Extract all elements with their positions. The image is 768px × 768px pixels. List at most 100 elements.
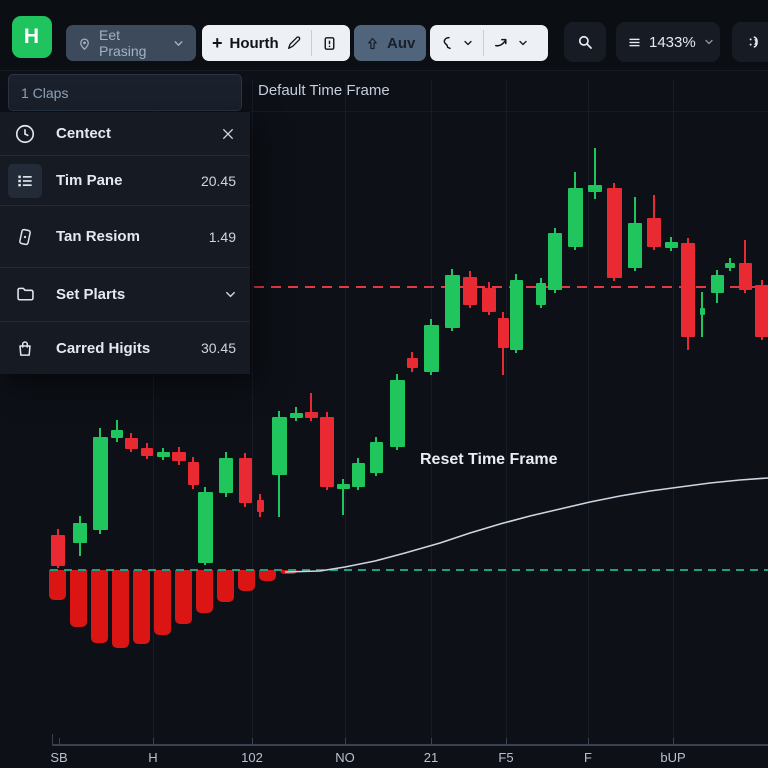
- search-button[interactable]: [564, 22, 606, 62]
- candlestick: [336, 484, 350, 489]
- histogram-bar: [48, 570, 66, 600]
- item-value: 20.45: [200, 172, 236, 189]
- candlestick: [289, 413, 303, 418]
- gridline: [252, 79, 253, 744]
- sound-button[interactable]: [732, 22, 768, 62]
- folder-icon: [8, 278, 42, 312]
- histogram-bar: [153, 570, 171, 635]
- candlestick: [710, 275, 724, 293]
- axis-tick: [252, 738, 253, 744]
- histogram-bar: [90, 570, 108, 643]
- histogram-bar: [258, 570, 276, 581]
- symbol-label: Eet Prasing: [99, 27, 147, 59]
- gridline: [506, 79, 507, 744]
- candle-wick: [594, 148, 596, 199]
- app-logo[interactable]: H: [12, 16, 52, 58]
- candlestick: [423, 325, 439, 372]
- x-axis-label: F: [584, 750, 592, 765]
- zoom-value: 1433%: [649, 33, 696, 51]
- axis-tick: [506, 738, 507, 744]
- teal-dashed-baseline[interactable]: [50, 569, 768, 571]
- candlestick: [351, 463, 365, 487]
- candlestick: [369, 442, 383, 473]
- candlestick: [156, 452, 170, 457]
- item-label: Tan Resiom: [56, 228, 140, 245]
- panel-item-set-plarts[interactable]: Set Plarts: [0, 268, 250, 322]
- x-axis-line: [52, 744, 768, 746]
- candlestick: [389, 380, 405, 447]
- trend-arrow-icon[interactable]: [493, 35, 510, 52]
- item-label: Tim Pane: [56, 172, 123, 189]
- candlestick: [187, 462, 199, 485]
- candlestick: [111, 430, 123, 438]
- interval-button-group: + Hourth: [202, 25, 350, 61]
- candlestick: [463, 277, 477, 305]
- reset-time-frame-label[interactable]: Reset Time Frame: [420, 451, 558, 468]
- x-axis-label: 102: [241, 750, 263, 765]
- zoom-control[interactable]: 1433%: [616, 22, 720, 62]
- item-value: 30.45: [200, 340, 236, 356]
- candlestick: [124, 438, 138, 449]
- candlestick: [497, 318, 509, 348]
- chevron-down-icon[interactable]: [462, 37, 474, 49]
- pen-icon[interactable]: [286, 35, 302, 51]
- histogram-bar: [69, 570, 87, 627]
- panel-item-tim-pane[interactable]: Tim Pane 20.45: [0, 156, 250, 206]
- panel-item-tan-resiom[interactable]: Tan Resiom 1.49: [0, 206, 250, 268]
- candlestick: [664, 242, 678, 248]
- candle-wick: [342, 479, 344, 515]
- candlestick: [699, 308, 705, 315]
- x-axis-label: NO: [335, 750, 355, 765]
- x-axis-label: F5: [498, 750, 514, 765]
- x-axis-label: SB: [50, 750, 68, 765]
- histogram-bar: [174, 570, 192, 624]
- candlestick: [628, 223, 642, 268]
- panel-item-carred-higits[interactable]: Carred Higits 30.45: [0, 322, 250, 374]
- curve-tool-icon[interactable]: [439, 35, 455, 51]
- candlestick: [681, 243, 695, 337]
- default-time-frame-label: Default Time Frame: [258, 82, 390, 99]
- candlestick: [320, 417, 334, 487]
- interval-label[interactable]: Hourth: [229, 34, 279, 52]
- settings-panel: Centect Tim Pane 20.45 Tan Resiom 1.49 S…: [0, 112, 250, 374]
- candlestick: [755, 285, 768, 337]
- candlestick: [92, 437, 108, 530]
- histogram-bar: [216, 570, 234, 602]
- axis-tick: [52, 734, 53, 744]
- candlestick: [219, 458, 233, 493]
- arrow-up-icon: [365, 36, 380, 51]
- symbol-search-button[interactable]: Eet Prasing: [66, 25, 196, 61]
- candlestick: [172, 452, 186, 461]
- chevron-down-icon[interactable]: [517, 37, 529, 49]
- item-label: Carred Higits: [56, 339, 151, 357]
- red-dashed-level-line[interactable]: [50, 286, 768, 288]
- candlestick: [271, 417, 287, 475]
- candlestick: [238, 458, 252, 503]
- axis-tick: [673, 738, 674, 744]
- candlestick: [51, 535, 65, 566]
- auv-button[interactable]: Auv: [354, 25, 426, 61]
- item-value: 1.49: [208, 228, 236, 245]
- search-icon: [576, 33, 594, 51]
- axis-tick: [59, 738, 60, 744]
- candlestick: [73, 523, 87, 543]
- axis-tick: [588, 738, 589, 744]
- close-icon[interactable]: [220, 126, 236, 142]
- histogram-bar: [132, 570, 150, 644]
- phone-icon: [5, 216, 45, 256]
- location-pin-icon: [77, 36, 92, 51]
- panel-search-input[interactable]: [8, 74, 242, 111]
- panel-title: Centect: [56, 125, 112, 142]
- candlestick: [588, 185, 602, 192]
- item-label: Set Plarts: [56, 286, 126, 303]
- plus-icon[interactable]: +: [212, 32, 223, 53]
- list-icon: [8, 163, 42, 198]
- clock-icon: [8, 117, 42, 151]
- candlestick: [548, 233, 562, 290]
- histogram-bar: [111, 570, 129, 648]
- book-icon[interactable]: [321, 35, 338, 52]
- divider: [310, 30, 312, 56]
- candlestick: [444, 275, 460, 328]
